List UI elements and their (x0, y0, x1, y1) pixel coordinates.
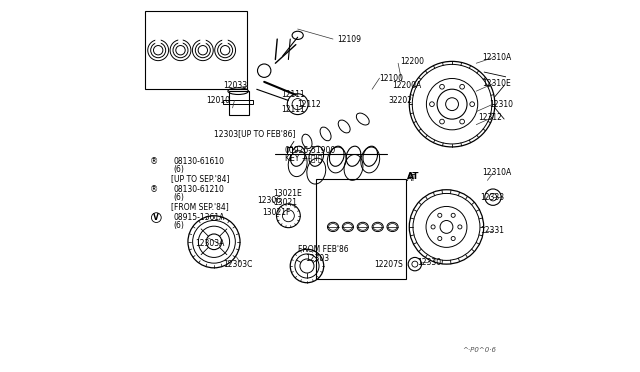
Text: (6): (6) (173, 193, 184, 202)
Text: 12100: 12100 (380, 74, 404, 83)
Text: 12010: 12010 (207, 96, 230, 105)
Text: KEY +-（I）: KEY +-（I） (285, 154, 322, 163)
Text: 12312: 12312 (478, 113, 502, 122)
Text: 12033: 12033 (223, 81, 248, 90)
Text: 12310A: 12310A (482, 53, 511, 62)
Text: 08915-1361A: 08915-1361A (173, 213, 225, 222)
Text: 32202: 32202 (389, 96, 413, 105)
Text: 12112: 12112 (298, 100, 321, 109)
Text: [FROM SEP.'84]: [FROM SEP.'84] (172, 202, 229, 211)
Text: 08130-61610: 08130-61610 (173, 157, 224, 166)
Text: 12333: 12333 (480, 193, 504, 202)
Text: 12310A: 12310A (482, 169, 511, 177)
Text: 13021E: 13021E (273, 189, 302, 198)
Text: 12330: 12330 (417, 258, 441, 267)
Text: 13021: 13021 (273, 198, 298, 207)
Text: 12200A: 12200A (392, 81, 422, 90)
Text: (6): (6) (173, 165, 184, 174)
Bar (223, 100, 253, 104)
Text: AT: AT (408, 172, 420, 181)
Text: 12111: 12111 (281, 90, 305, 99)
Text: V: V (154, 213, 159, 222)
Text: 12303: 12303 (305, 254, 329, 263)
Text: (6): (6) (173, 221, 184, 230)
Text: 12111: 12111 (281, 105, 305, 114)
Bar (316, 179, 406, 279)
Text: FROM FEB'86: FROM FEB'86 (298, 245, 348, 254)
Text: 12331: 12331 (480, 226, 504, 235)
Text: 12109: 12109 (337, 35, 361, 44)
Bar (145, 11, 248, 89)
Text: 12200: 12200 (400, 57, 424, 66)
Text: 12310: 12310 (489, 100, 513, 109)
Text: ^·P0^0·6: ^·P0^0·6 (463, 347, 497, 353)
Text: 12310E: 12310E (482, 79, 511, 88)
Text: [UP TO SEP.'84]: [UP TO SEP.'84] (172, 174, 230, 183)
Text: 13021F: 13021F (262, 208, 291, 217)
Text: 12303C: 12303C (223, 260, 253, 269)
Bar (229, 91, 250, 115)
Bar (287, 147, 292, 154)
Text: AT: AT (408, 174, 417, 183)
Text: ®: ® (150, 185, 159, 194)
Text: ®: ® (150, 157, 159, 166)
Text: 12303[UP TO FEB'86]: 12303[UP TO FEB'86] (214, 129, 296, 138)
Text: 12207S: 12207S (374, 260, 403, 269)
Text: 12303A: 12303A (195, 239, 225, 248)
Text: 08130-61210: 08130-61210 (173, 185, 224, 194)
Text: 12306: 12306 (257, 196, 281, 205)
Text: 00926-51900: 00926-51900 (285, 146, 336, 155)
